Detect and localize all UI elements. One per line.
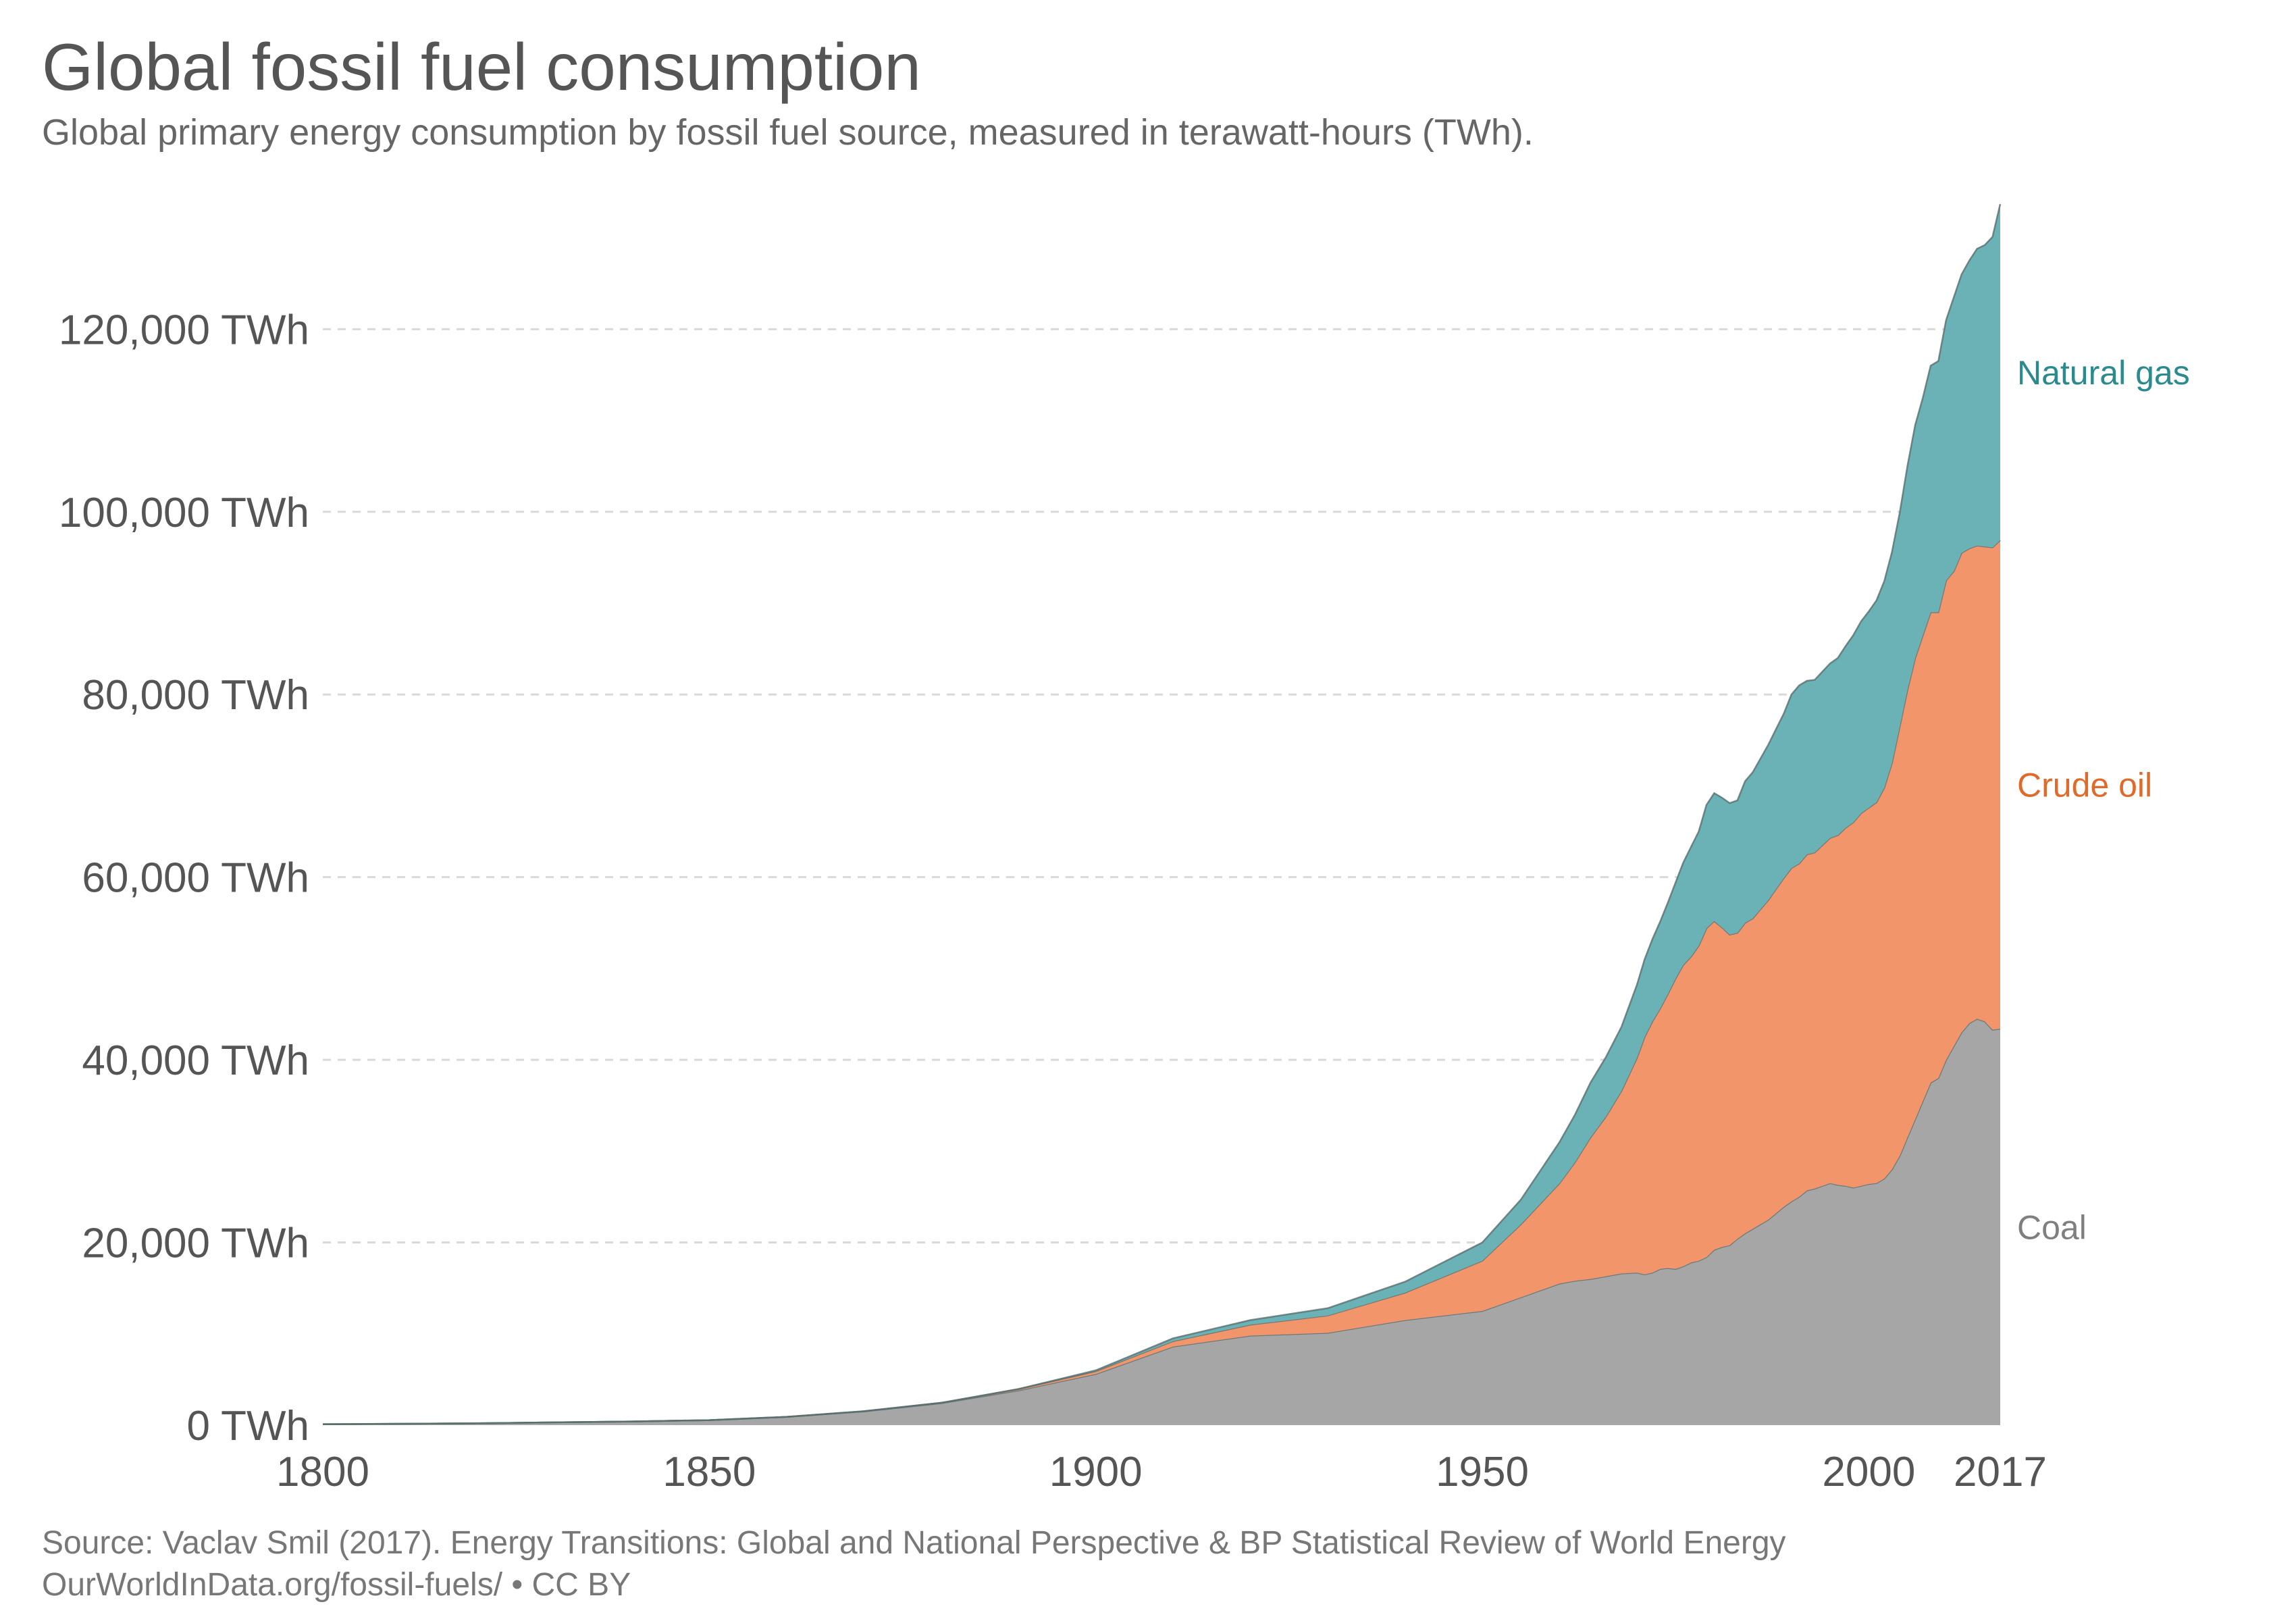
- area-coal: [323, 1019, 2000, 1425]
- series-label-crude-oil: Crude oil: [2017, 766, 2152, 804]
- x-tick-label-1850: 1850: [662, 1449, 756, 1495]
- x-tick-label-1950: 1950: [1436, 1449, 1529, 1495]
- license-link[interactable]: OurWorldInData.org/fossil-fuels/ • CC BY: [42, 1567, 631, 1603]
- area-natural-gas: [323, 204, 2000, 1424]
- x-tick-label-1800: 1800: [276, 1449, 369, 1495]
- chart-subtitle: Global primary energy consumption by fos…: [42, 112, 1534, 153]
- y-tick-label-80000: 80,000 TWh: [82, 672, 309, 719]
- x-tick-label-1900: 1900: [1049, 1449, 1143, 1495]
- y-tick-label-120000: 120,000 TWh: [59, 307, 309, 353]
- chart-title: Global fossil fuel consumption: [42, 30, 921, 104]
- source-note: Source: Vaclav Smil (2017). Energy Trans…: [42, 1525, 1786, 1561]
- series-labels: Coal Crude oil Natural gas: [2017, 354, 2190, 1247]
- x-tick-label-2017: 2017: [1954, 1449, 2047, 1495]
- y-tick-label-0: 0 TWh: [187, 1403, 309, 1449]
- y-tick-label-100000: 100,000 TWh: [59, 490, 309, 536]
- series-label-natural-gas: Natural gas: [2017, 354, 2190, 392]
- x-axis-ticks: 1800 1850 1900 1950 2000 2017: [276, 1449, 2047, 1495]
- area-edge-natural-gas: [322, 203, 2002, 1425]
- area-crude-oil: [323, 540, 2000, 1424]
- y-tick-label-60000: 60,000 TWh: [82, 855, 309, 902]
- area-series: [322, 203, 2002, 1425]
- series-label-coal: Coal: [2017, 1209, 2087, 1247]
- y-tick-label-40000: 40,000 TWh: [82, 1037, 309, 1084]
- y-axis-ticks: 0 TWh 20,000 TWh 40,000 TWh 60,000 TWh 80,00…: [59, 307, 309, 1449]
- x-tick-label-2000: 2000: [1822, 1449, 1915, 1495]
- y-tick-label-20000: 20,000 TWh: [82, 1220, 309, 1267]
